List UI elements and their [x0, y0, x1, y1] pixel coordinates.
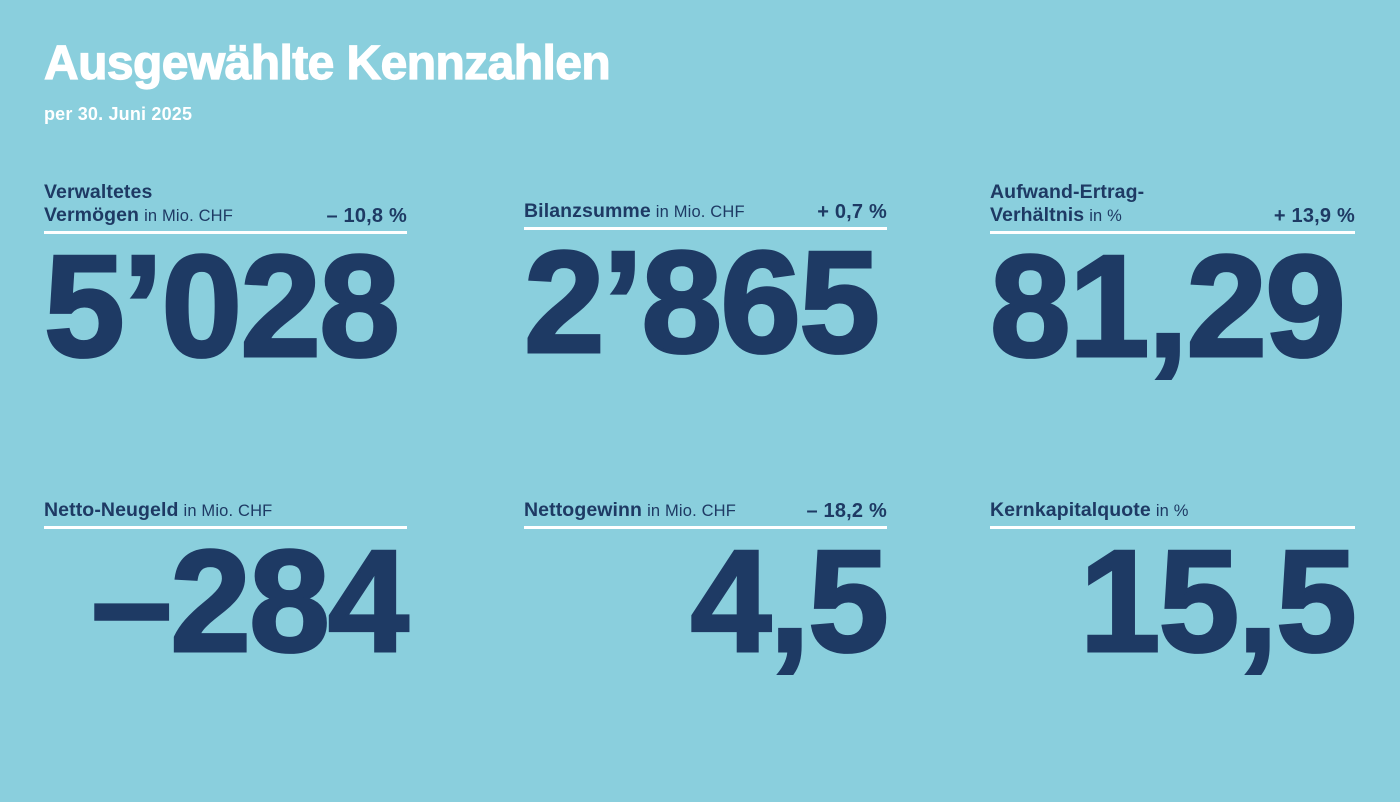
metric-header: Nettogewinn in Mio. CHF – 18,2 %: [524, 480, 887, 526]
metric-label: Vermögen: [44, 204, 140, 226]
metric-unit: in Mio. CHF: [655, 203, 745, 221]
page-header: Ausgewählte Kennzahlen per 30. Juni 2025: [43, 37, 611, 125]
metric-divider: [44, 526, 407, 529]
metric-label-line2: Kernkapitalquote in %: [990, 499, 1189, 523]
metric-header: Netto-Neugeld in Mio. CHF: [44, 480, 407, 526]
metric-value: 15,5: [1078, 519, 1358, 682]
metric-card-kernkapitalquote: Kernkapitalquote in % 15,5: [990, 480, 1358, 682]
page-title: Ausgewählte Kennzahlen: [43, 37, 611, 90]
metric-unit: in Mio. CHF: [144, 207, 233, 225]
page-subtitle: per 30. Juni 2025: [44, 104, 193, 124]
metric-value: 2’865: [523, 220, 882, 383]
metric-label-wrap: Netto-Neugeld in Mio. CHF: [44, 499, 272, 523]
metric-unit: in Mio. CHF: [647, 502, 736, 520]
metric-value: 81,29: [989, 224, 1348, 387]
metric-label: Nettogewinn: [524, 499, 643, 521]
metric-label-wrap: Bilanzsumme in Mio. CHF: [524, 200, 745, 224]
metric-header: Kernkapitalquote in %: [990, 480, 1355, 526]
metric-label: Netto-Neugeld: [44, 499, 179, 521]
metric-divider: [990, 526, 1355, 529]
metric-value: –284: [90, 519, 410, 682]
metric-label-line2: Bilanzsumme in Mio. CHF: [524, 200, 745, 224]
metric-label-line1: Verwaltetes: [44, 181, 153, 203]
metric-header: Aufwand-Ertrag- Verhältnis in % + 13,9 %: [990, 181, 1355, 231]
metric-card-aufwand-ertrag-verhaeltnis: Aufwand-Ertrag- Verhältnis in % + 13,9 % …: [989, 181, 1355, 387]
metric-delta: – 18,2 %: [806, 500, 887, 522]
metric-value: 5’028: [43, 224, 402, 387]
metric-delta: + 0,7 %: [817, 201, 887, 223]
metric-header: Bilanzsumme in Mio. CHF + 0,7 %: [524, 181, 887, 227]
metric-card-netto-neugeld: Netto-Neugeld in Mio. CHF –284: [44, 480, 410, 682]
metric-unit: in %: [1089, 207, 1122, 225]
metric-divider: [44, 231, 407, 234]
metric-label-wrap: Verwaltetes Vermögen in Mio. CHF: [44, 181, 233, 228]
metric-divider: [524, 526, 887, 529]
metric-label: Bilanzsumme: [524, 200, 651, 222]
metric-delta: – 10,8 %: [326, 205, 407, 227]
metric-label: Kernkapitalquote: [990, 499, 1151, 521]
metric-label: Verhältnis: [990, 204, 1085, 226]
metric-header: Verwaltetes Vermögen in Mio. CHF – 10,8 %: [44, 181, 407, 231]
metric-label-wrap: Kernkapitalquote in %: [990, 499, 1189, 523]
metric-label-line2: Verhältnis in %: [990, 204, 1144, 228]
metric-label-line2: Vermögen in Mio. CHF: [44, 204, 233, 228]
metric-card-bilanzsumme: Bilanzsumme in Mio. CHF + 0,7 % 2’865: [523, 181, 887, 383]
metric-label-line2: Nettogewinn in Mio. CHF: [524, 499, 736, 523]
metric-divider: [990, 231, 1355, 234]
metric-label-line1: Aufwand-Ertrag-: [990, 181, 1145, 203]
metric-card-verwaltetes-vermoegen: Verwaltetes Vermögen in Mio. CHF – 10,8 %…: [43, 181, 407, 387]
metric-label-wrap: Nettogewinn in Mio. CHF: [524, 499, 736, 523]
metric-divider: [524, 227, 887, 230]
metric-unit: in Mio. CHF: [183, 502, 273, 520]
metric-label-wrap: Aufwand-Ertrag- Verhältnis in %: [990, 181, 1144, 228]
metric-label-line2: Netto-Neugeld in Mio. CHF: [44, 499, 272, 523]
metric-unit: in %: [1155, 502, 1189, 520]
metric-delta: + 13,9 %: [1273, 205, 1355, 227]
metric-value: 4,5: [689, 519, 890, 682]
metric-card-nettogewinn: Nettogewinn in Mio. CHF – 18,2 % 4,5: [524, 480, 890, 682]
